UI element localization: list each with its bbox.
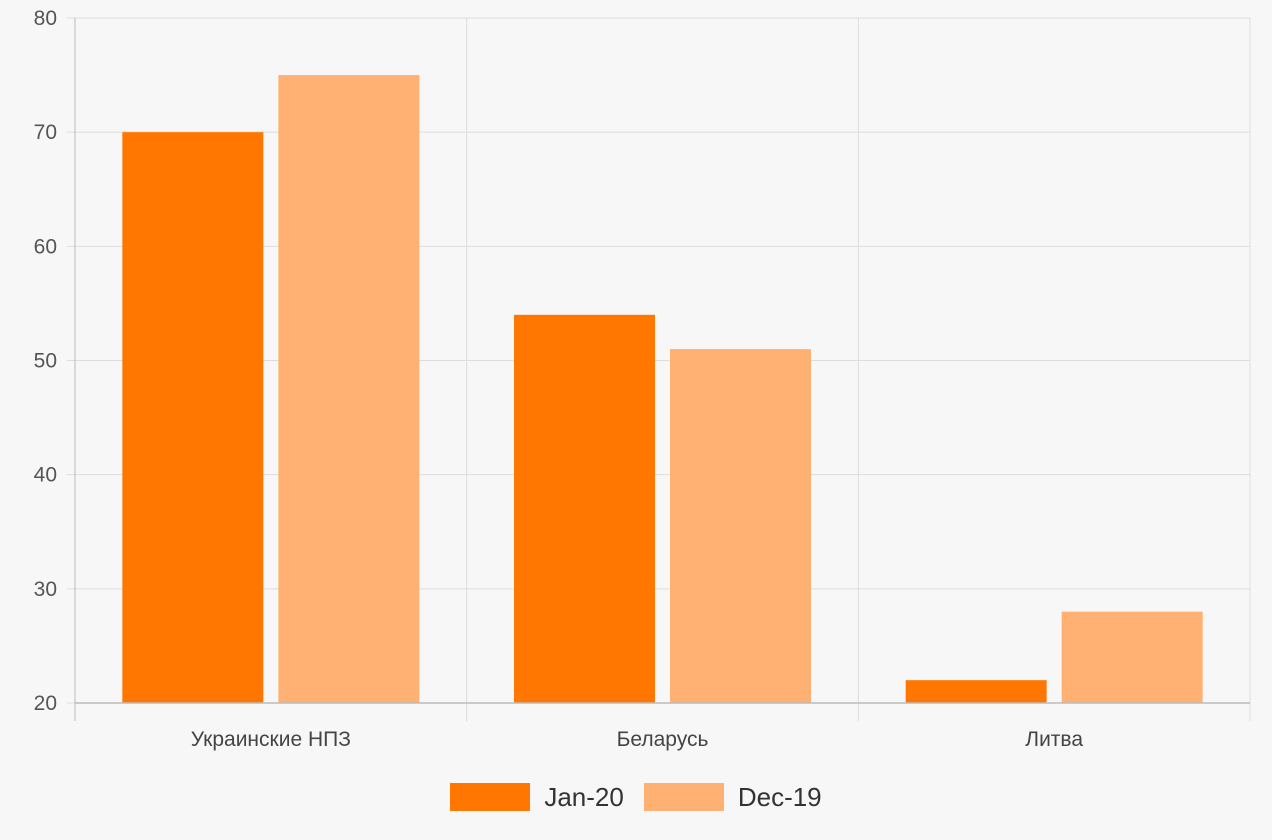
bars-layer — [122, 75, 1203, 704]
labels-layer: 20 30 40 50 60 70 80 Украинские НПЗ Беларусь Литв… — [34, 7, 1084, 751]
grid-layer — [67, 17, 1251, 721]
bar-dec-19-2[interactable] — [1061, 611, 1203, 703]
x-category-label: Литва — [1025, 728, 1083, 751]
y-tick-label: 30 — [34, 578, 57, 601]
y-tick-label: 50 — [34, 350, 57, 373]
axes-layer — [74, 18, 1250, 721]
legend-label-jan-20: Jan-20 — [544, 781, 624, 812]
y-tick-label: 70 — [34, 121, 57, 144]
x-category-label: Беларусь — [617, 728, 709, 751]
y-tick-label: 80 — [34, 7, 57, 30]
bar-chart-svg: 20 30 40 50 60 70 80 Украинские НПЗ Беларусь Литв… — [34, 7, 1251, 751]
legend-item-jan-20[interactable]: Jan-20 — [450, 782, 624, 813]
legend-swatch-jan-20 — [450, 783, 531, 811]
bar-jan-20-1[interactable] — [514, 314, 655, 703]
bar-jan-20-2[interactable] — [905, 680, 1047, 703]
bar-dec-19-0[interactable] — [278, 75, 420, 704]
bar-dec-19-1[interactable] — [670, 349, 811, 703]
bar-jan-20-0[interactable] — [122, 132, 264, 703]
legend-item-dec-19[interactable]: Dec-19 — [643, 781, 822, 813]
legend-label-dec-19: Dec-19 — [737, 781, 822, 812]
y-tick-label: 40 — [34, 464, 57, 487]
legend: Jan-20 Dec-19 — [0, 780, 1272, 814]
y-tick-label: 60 — [34, 235, 57, 258]
legend-swatch-dec-19 — [643, 783, 724, 811]
y-tick-label: 20 — [34, 692, 57, 715]
x-category-label: Украинские НПЗ — [191, 728, 351, 751]
